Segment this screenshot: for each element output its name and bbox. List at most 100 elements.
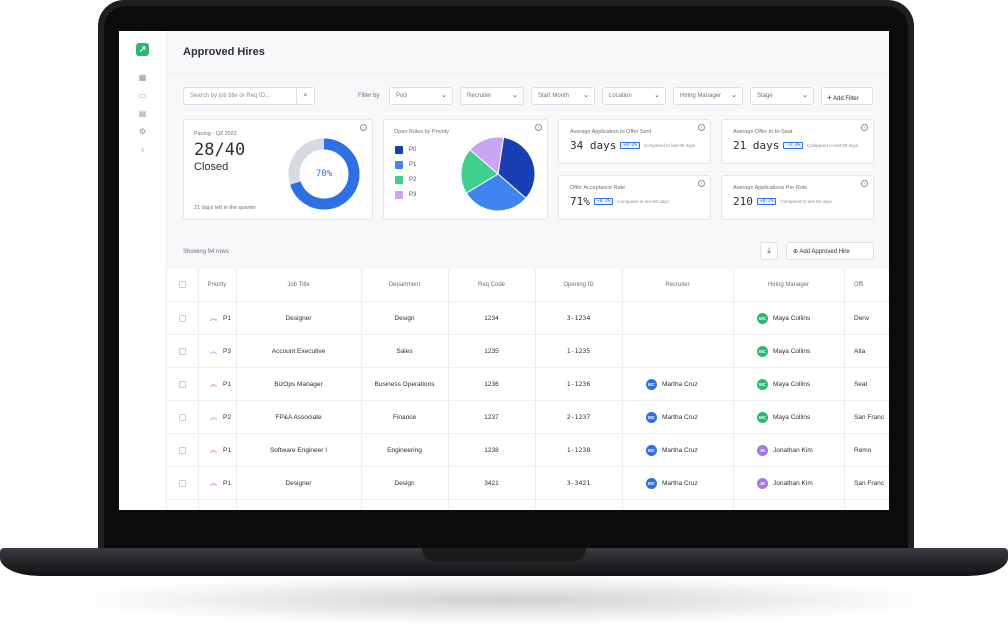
table-row[interactable]: ︽ P2 FP&A Associate Finance 1237 2-1237 MC Mart…	[167, 401, 889, 434]
avatar: MC	[646, 411, 657, 423]
add-approved-hire-button[interactable]: ⊕ Add Approved Hire	[786, 242, 874, 260]
avatar: MC	[757, 345, 768, 357]
info-icon[interactable]: i	[360, 124, 367, 131]
info-icon[interactable]: i	[535, 124, 542, 131]
dept-cell: Business Operations	[374, 381, 435, 388]
title-cell: Designer	[285, 315, 312, 322]
pod-select[interactable]: Pod ⌄	[389, 87, 453, 105]
avatar: MC	[646, 444, 657, 456]
info-icon[interactable]: i	[861, 124, 868, 131]
pacing-percent: 70%	[315, 169, 333, 179]
open-roles-title: Open Roles by Priority	[394, 129, 450, 135]
start-month-select[interactable]: Start Month ⌄	[531, 87, 595, 105]
recruiter-select[interactable]: Recruiter ⌄	[460, 87, 524, 105]
legend-p0: P0	[395, 146, 416, 154]
table-row[interactable]: ︽ P1 Designer Design 1234 3-1234 MC Maya Collin…	[167, 302, 889, 335]
chart-icon[interactable]: ▤	[138, 109, 147, 118]
column-divider	[448, 269, 449, 510]
column-header[interactable]: Department	[388, 282, 421, 288]
table-row[interactable]: ︽ P1 BizOps Manager Business Operations 1236…	[167, 368, 889, 401]
info-icon[interactable]: i	[861, 180, 868, 187]
metric-value: 210	[733, 195, 753, 208]
table-row[interactable]: ︽ P1 Designer Design 3421 3-3421 MC Martha Cruz…	[167, 467, 889, 500]
column-header[interactable]: Hiring Manager	[767, 282, 810, 288]
column-divider	[361, 269, 362, 510]
select-label: Stage	[757, 93, 773, 99]
arrow-up-right-icon[interactable]: ↗	[136, 43, 149, 56]
req-cell: 1236	[484, 381, 499, 388]
delta-badge: +0.2%	[593, 198, 614, 205]
gear-icon[interactable]: ⚙	[138, 127, 147, 136]
recruiter-cell: MC Martha Cruz	[622, 401, 733, 434]
recruiter-name: Martha Cruz	[662, 381, 698, 388]
pie-slice-p0	[497, 136, 536, 199]
search-input[interactable]: Search by job title or Req ID... ⌕	[183, 87, 315, 105]
dept-cell: Sales	[396, 348, 413, 355]
metric-row: 21 days -3.3% Compared to last 90 days	[733, 139, 858, 152]
pacing-status: Closed	[194, 161, 229, 173]
add-filter-button[interactable]: + Add Filter	[821, 87, 873, 105]
location-select[interactable]: Location ⌄	[602, 87, 666, 105]
metric-row: 34 days +0.2% Compared to last 90 days	[570, 139, 695, 152]
opening-cell: 3-3421	[566, 479, 591, 487]
lightbulb-icon[interactable]: ♁	[139, 145, 146, 154]
pacing-label: Pacing - Q2 2022	[194, 131, 237, 137]
req-cell: 1237	[484, 414, 499, 421]
pie-slice-p3	[469, 136, 505, 175]
hiring-manager-cell: JK Jonathan Kim	[733, 434, 844, 467]
row-checkbox[interactable]	[167, 368, 198, 401]
opening-cell: 1-1236	[566, 380, 591, 388]
metric-card-app-to-offer: i Average Application to Offer Sent 34 d…	[558, 119, 711, 164]
table-row[interactable]: ︿ P3 Account Executive Sales 1235 1-1235 MC May…	[167, 335, 889, 368]
priority-chevron-icon: ︽	[210, 447, 217, 454]
column-header[interactable]: Recruiter	[665, 282, 690, 288]
hiring-manager-select[interactable]: Hiring Manager ⌄	[673, 87, 743, 105]
priority-label: P1	[223, 480, 231, 487]
manager-name: Maya Collins	[773, 315, 811, 322]
row-checkbox[interactable]	[167, 434, 198, 467]
column-header[interactable]: Offi	[854, 282, 864, 288]
table-row[interactable]: ︽ P1 Software Engineer I Engineering 1238 1-1…	[167, 434, 889, 467]
title-cell: BizOps Manager	[274, 381, 323, 388]
column-header[interactable]: Priority	[207, 282, 227, 288]
hiring-manager-cell: JK Jonathan Kim	[733, 467, 844, 500]
row-checkbox[interactable]	[167, 467, 198, 500]
column-divider	[622, 269, 623, 510]
metric-card-acceptance-rate: i Offer Acceptance Rate 71% +0.2% Compared…	[558, 175, 711, 220]
metric-label: Offer Acceptance Rate	[570, 185, 626, 191]
column-header[interactable]: Job Title	[287, 282, 310, 288]
briefcase-icon[interactable]: ▭	[138, 91, 147, 100]
legend-swatch	[395, 161, 403, 169]
priority-chevron-icon: ︽	[210, 414, 217, 421]
metric-value: 21 days	[733, 139, 780, 152]
search-icon[interactable]: ⌕	[296, 88, 314, 104]
priority-label: P1	[223, 315, 231, 322]
info-icon[interactable]: i	[698, 124, 705, 131]
column-header[interactable]: Req Code	[477, 282, 506, 288]
chevron-down-icon: ⌄	[583, 92, 589, 99]
stage-select[interactable]: Stage ⌄	[750, 87, 814, 105]
avatar: MC	[757, 411, 768, 423]
column-header[interactable]: Opening ID	[563, 282, 594, 288]
select-all-checkbox[interactable]	[167, 269, 198, 302]
info-icon[interactable]: i	[698, 180, 705, 187]
manager-name: Maya Collins	[773, 414, 811, 421]
chevron-down-icon: ⌄	[654, 92, 660, 99]
office-cell: Denv	[854, 315, 870, 322]
dept-cell: Design	[394, 315, 415, 322]
legend-swatch	[395, 146, 403, 154]
open-roles-card: i Open Roles by Priority P0 P1 P2 P3	[383, 119, 548, 220]
grid-icon[interactable]: ▦	[138, 73, 147, 82]
row-checkbox[interactable]	[167, 401, 198, 434]
metric-label: Average Offer to In-Seat	[733, 129, 793, 135]
title-cell: FP&A Associate	[275, 414, 322, 421]
opening-cell: 1-1235	[566, 347, 591, 355]
row-checkbox[interactable]	[167, 335, 198, 368]
office-cell: Remo	[854, 447, 872, 454]
priority-pie-chart	[460, 136, 536, 212]
download-icon[interactable]: ⤓	[760, 242, 778, 260]
row-checkbox[interactable]	[167, 302, 198, 335]
sidebar: ↗ ▦ ▭ ▤ ⚙ ♁	[119, 31, 167, 510]
priority-cell: ︽ P1	[198, 368, 236, 401]
req-cell: 1234	[484, 315, 499, 322]
